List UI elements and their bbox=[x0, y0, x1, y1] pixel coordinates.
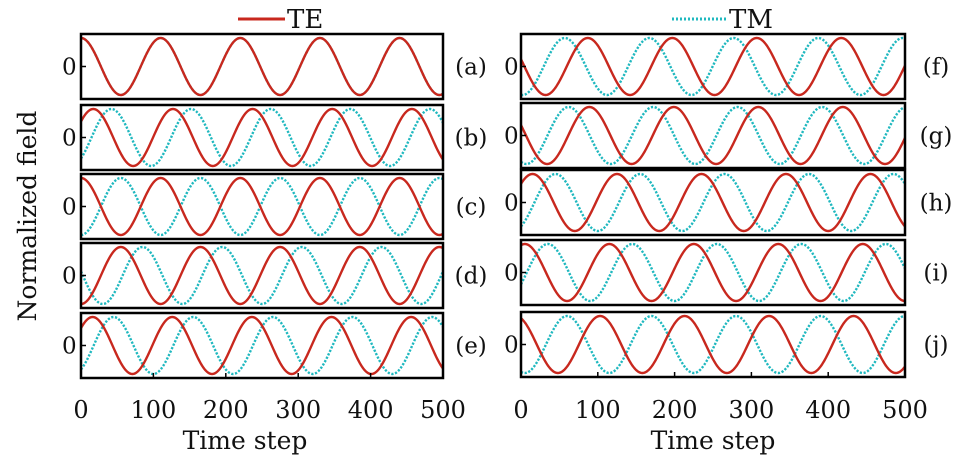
y-tick-label: 0 bbox=[62, 55, 77, 81]
panel-f: 0 (f) bbox=[504, 34, 949, 99]
panel-frame bbox=[521, 103, 905, 168]
panel-frame bbox=[521, 240, 905, 305]
panel-i: 0 (i) bbox=[504, 240, 949, 305]
panel-frame bbox=[81, 313, 443, 378]
y-tick-label: 0 bbox=[504, 124, 519, 150]
panel-frame bbox=[521, 170, 905, 235]
panel-b: 0 (b) bbox=[62, 105, 487, 170]
y-tick-label: 0 bbox=[62, 264, 77, 290]
panel-label: (b) bbox=[455, 126, 488, 152]
te-series-line bbox=[81, 178, 443, 235]
panel-frame bbox=[81, 174, 443, 239]
x-tick-label: 300 bbox=[728, 396, 774, 424]
panel-h: 0 (h) bbox=[504, 170, 952, 235]
y-tick-label: 0 bbox=[504, 261, 519, 287]
y-tick-label: 0 bbox=[62, 126, 77, 152]
x-tick-label: 0 bbox=[513, 396, 528, 424]
x-tick-label: 200 bbox=[652, 396, 698, 424]
y-tick-label: 0 bbox=[62, 334, 77, 360]
panel-label: (h) bbox=[920, 191, 953, 217]
panel-d: 0 (d) bbox=[62, 243, 487, 308]
x-tick-label: 500 bbox=[882, 396, 928, 424]
te-series-line bbox=[81, 317, 443, 374]
panel-e: 0 (e) bbox=[62, 313, 487, 378]
te-series-line bbox=[521, 174, 905, 231]
te-series-line bbox=[81, 247, 443, 304]
legend: TE TM bbox=[238, 5, 773, 35]
x-tick-label: 100 bbox=[575, 396, 621, 424]
x-tick-label: 100 bbox=[130, 396, 176, 424]
panel-label: (e) bbox=[455, 334, 487, 360]
x-tick-label: 300 bbox=[275, 396, 321, 424]
x-tick-label: 400 bbox=[348, 396, 394, 424]
panel-frame bbox=[81, 34, 443, 99]
panel-label: (i) bbox=[923, 261, 948, 287]
panels: 0 (a) 0 (b) 0 (c) 0 (d) 0 (e) 0 (f) 0 (g) 0 (h) 0 (i) 0 (j) bbox=[62, 34, 952, 378]
panel-label: (g) bbox=[920, 124, 953, 150]
panel-a: 0 (a) bbox=[62, 34, 487, 99]
x-axis-label: Time step bbox=[183, 426, 308, 455]
tm-series-line bbox=[521, 38, 905, 95]
x-tick-label: 0 bbox=[73, 396, 88, 424]
te-series-line bbox=[521, 244, 905, 301]
te-series-line bbox=[81, 109, 443, 166]
panel-g: 0 (g) bbox=[504, 103, 952, 168]
x-tick-label: 500 bbox=[420, 396, 466, 424]
x-axis-right: 0 100 200 300 400 500 Time step bbox=[513, 372, 928, 455]
panel-label: (j) bbox=[923, 333, 948, 359]
x-tick-label: 200 bbox=[203, 396, 249, 424]
panel-label: (d) bbox=[455, 264, 488, 290]
x-axis-label: Time step bbox=[651, 426, 776, 455]
panel-label: (f) bbox=[923, 55, 949, 81]
y-tick-label: 0 bbox=[504, 333, 519, 359]
panel-label: (a) bbox=[455, 55, 487, 81]
te-series-line bbox=[521, 107, 905, 164]
legend-tm-label: TM bbox=[729, 5, 773, 35]
te-series-line bbox=[81, 38, 443, 95]
y-axis-label: Normalized field bbox=[13, 111, 42, 322]
y-tick-label: 0 bbox=[62, 195, 77, 221]
panel-label: (c) bbox=[456, 195, 487, 221]
x-axis-left: 0 100 200 300 400 500 Time step bbox=[73, 373, 466, 455]
panel-c: 0 (c) bbox=[62, 174, 486, 239]
y-tick-label: 0 bbox=[504, 191, 519, 217]
panel-j: 0 (j) bbox=[504, 312, 949, 377]
x-tick-label: 400 bbox=[805, 396, 851, 424]
y-tick-label: 0 bbox=[504, 55, 519, 81]
legend-te-label: TE bbox=[287, 5, 323, 35]
x-axes: 0 100 200 300 400 500 Time step 0 100 200 300 400 50… bbox=[73, 372, 928, 455]
